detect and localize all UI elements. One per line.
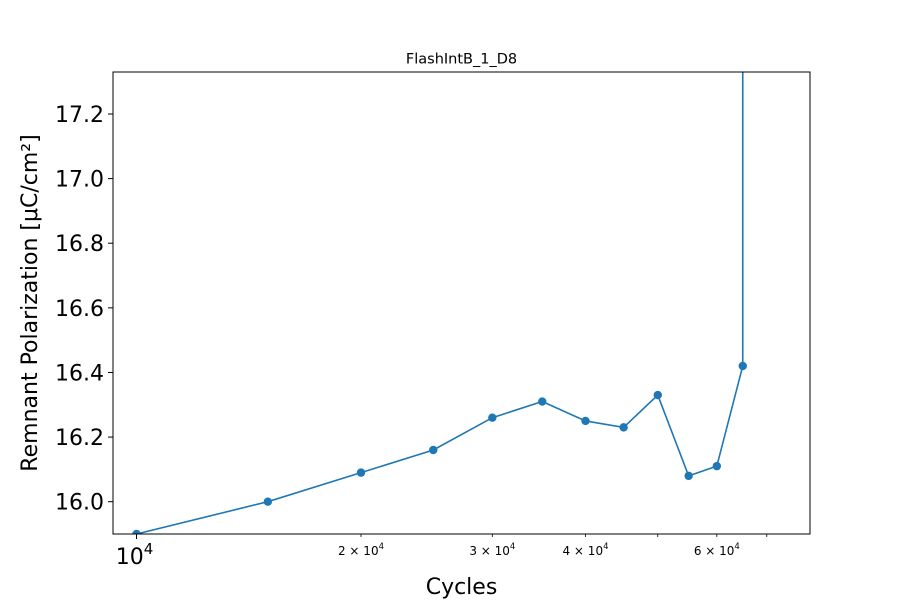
y-tick-label: 16.8 <box>55 232 104 257</box>
data-point <box>581 416 590 426</box>
y-tick-label: 17.0 <box>55 168 104 193</box>
y-tick-label: 16.0 <box>55 491 104 516</box>
y-tick-label: 17.2 <box>55 103 104 128</box>
y-axis-label: Remnant Polarization [μC/cm²] <box>18 134 43 471</box>
x-minor-tick-label: 3 × 104 <box>469 542 515 558</box>
x-minor-tick-label: 2 × 104 <box>338 542 384 558</box>
x-axis: 104 2 × 104 3 × 104 4 × 104 6 × 104 <box>116 534 768 570</box>
data-point <box>619 423 628 432</box>
series-group <box>132 72 747 534</box>
data-point <box>712 461 722 471</box>
x-major-tick-label: 104 <box>116 540 154 570</box>
data-point <box>538 397 547 406</box>
data-point <box>684 471 693 481</box>
data-point <box>132 529 141 534</box>
chart-title: FlashIntB_1_D8 <box>406 52 517 68</box>
y-tick-label: 16.6 <box>55 297 104 322</box>
series-layer <box>132 72 747 534</box>
plot-area <box>112 71 811 535</box>
data-point <box>356 468 366 477</box>
y-axis: 16.0 16.2 16.4 16.6 16.8 17.0 17.2 <box>55 103 113 516</box>
x-axis-label: Cycles <box>426 575 498 600</box>
x-minor-tick-label: 4 × 104 <box>562 542 608 558</box>
plot-frame <box>112 71 811 535</box>
data-point <box>263 497 273 506</box>
data-point <box>653 390 662 400</box>
data-point <box>738 361 747 371</box>
x-minor-tick-label: 6 × 104 <box>694 542 740 558</box>
y-tick-label: 16.2 <box>55 426 104 451</box>
y-tick-label: 16.4 <box>55 361 104 386</box>
data-point <box>429 445 438 455</box>
data-point <box>488 413 497 422</box>
series-line <box>136 72 744 534</box>
